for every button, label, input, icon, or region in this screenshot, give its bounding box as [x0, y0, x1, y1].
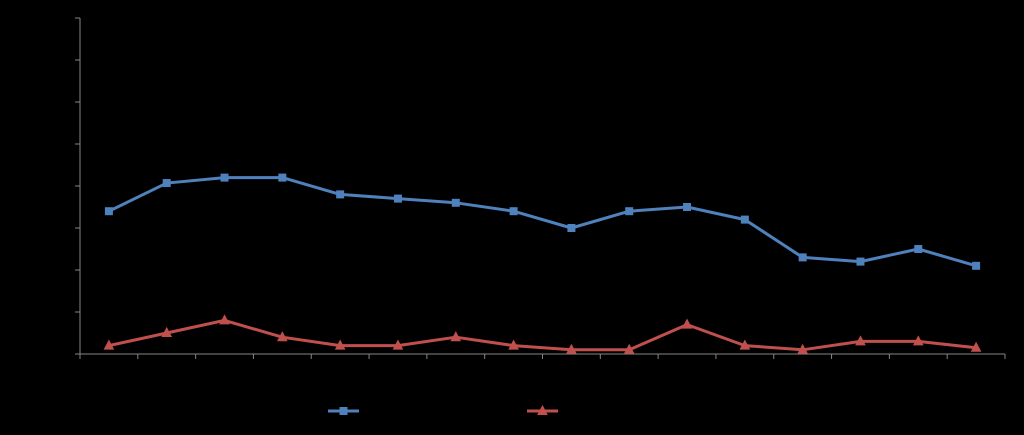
point	[566, 343, 577, 354]
point	[334, 339, 346, 350]
point	[220, 173, 229, 182]
point	[797, 343, 808, 354]
point	[509, 207, 518, 216]
point	[451, 198, 460, 207]
point	[855, 335, 866, 346]
point	[392, 339, 404, 350]
point	[278, 173, 287, 182]
point	[625, 207, 634, 216]
point	[567, 224, 576, 232]
series-line	[108, 318, 977, 352]
point	[336, 190, 345, 199]
point	[393, 194, 402, 203]
point	[740, 215, 749, 224]
point	[219, 314, 230, 325]
point	[914, 245, 923, 253]
point	[856, 257, 865, 266]
series-line	[108, 176, 977, 268]
point	[681, 318, 693, 329]
point	[912, 335, 924, 346]
point	[162, 179, 171, 188]
point	[161, 326, 173, 337]
point	[739, 339, 751, 350]
point	[277, 331, 288, 342]
point	[683, 203, 692, 211]
point	[508, 339, 519, 350]
point	[623, 343, 635, 354]
point	[104, 207, 113, 216]
legend-marker	[537, 404, 548, 415]
point	[103, 339, 115, 350]
legend-marker	[339, 407, 348, 415]
point	[972, 261, 981, 270]
point	[970, 341, 982, 352]
point	[450, 331, 462, 342]
point	[798, 253, 807, 262]
